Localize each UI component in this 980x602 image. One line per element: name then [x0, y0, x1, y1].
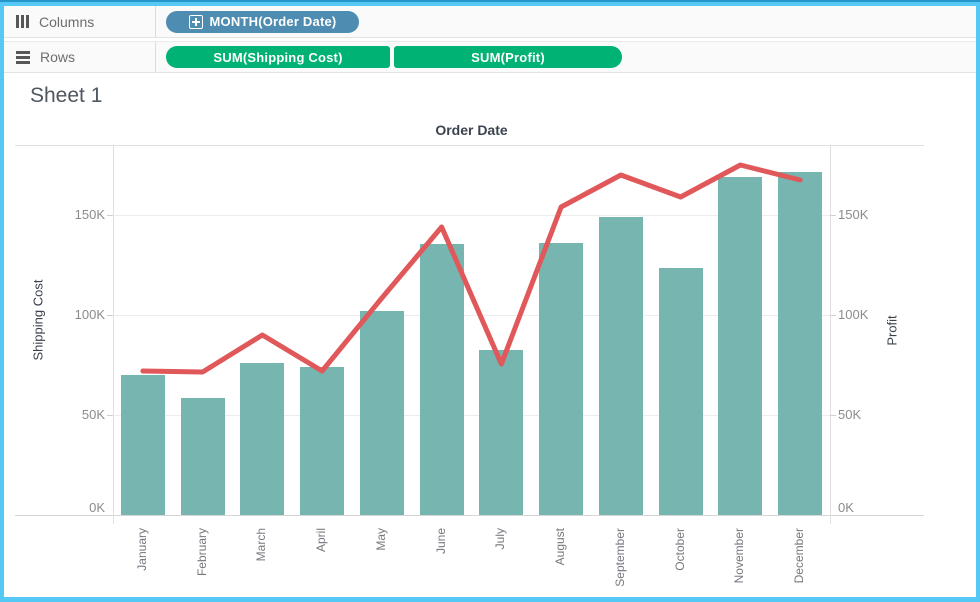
bar-december[interactable] — [778, 172, 823, 515]
columns-shelf-label: Columns — [39, 13, 95, 30]
plus-box-icon[interactable] — [188, 14, 203, 29]
y-tick-right-0k: 0K — [838, 500, 854, 515]
columns-pillzone: MONTH(Order Date) — [156, 10, 359, 33]
bar-july[interactable] — [479, 350, 524, 515]
bar-october[interactable] — [658, 268, 703, 515]
gridline-150k — [113, 215, 830, 216]
x-label-september: September — [612, 528, 627, 587]
bar-june[interactable] — [419, 244, 464, 515]
x-label-july: July — [493, 528, 508, 550]
left-tick-mark — [107, 215, 113, 216]
chart-canvas: 0K 0K 50K 50K 100K 100K 150K 150K January Februar… — [4, 6, 976, 597]
rows-shelf-label: Rows — [40, 49, 76, 65]
rows-shelf[interactable]: Rows SUM(Shipping Cost) SUM(Profit) — [4, 41, 976, 73]
left-tick-mark — [107, 415, 113, 416]
columns-shelf[interactable]: Columns MONTH(Order Date) — [4, 6, 976, 38]
pane-top-border — [15, 145, 924, 146]
pill-label: MONTH(Order Date) — [209, 14, 337, 29]
profit-line-layer — [140, 162, 803, 375]
bar-march[interactable] — [240, 363, 285, 515]
y-tick-right-100k: 100K — [838, 307, 869, 322]
y-tick-left-100k: 100K — [74, 307, 105, 322]
x-label-november: November — [732, 528, 747, 584]
columns-icon — [16, 15, 29, 28]
x-label-march: March — [254, 528, 269, 562]
x-label-august: August — [553, 528, 568, 566]
rows-shelf-header: Rows — [4, 42, 156, 72]
x-label-february: February — [194, 528, 209, 577]
y-tick-left-50k: 50K — [81, 407, 105, 422]
rows-pillzone: SUM(Shipping Cost) SUM(Profit) — [156, 46, 622, 68]
left-axis-line — [113, 145, 114, 524]
pill-sum-profit[interactable]: SUM(Profit) — [394, 46, 622, 68]
y-tick-right-50k: 50K — [838, 407, 862, 422]
x-label-june: June — [433, 528, 448, 555]
bar-april[interactable] — [300, 367, 345, 515]
right-tick-mark — [830, 315, 836, 316]
right-tick-mark — [830, 415, 836, 416]
bar-may[interactable] — [359, 311, 404, 515]
y-tick-right-150k: 150K — [838, 207, 869, 222]
pill-month-order-date[interactable]: MONTH(Order Date) — [166, 10, 359, 33]
right-axis-line — [830, 145, 831, 524]
y-tick-left-150k: 150K — [74, 207, 105, 222]
x-label-april: April — [314, 528, 329, 553]
chart-title: Order Date — [435, 122, 508, 138]
left-tick-mark — [107, 315, 113, 316]
y-tick-left-0k: 0K — [89, 500, 105, 515]
rows-icon — [16, 50, 30, 64]
bar-november[interactable] — [718, 177, 763, 515]
pill-label: SUM(Shipping Cost) — [213, 49, 343, 65]
x-label-may: May — [373, 528, 388, 551]
gridline-50k — [113, 415, 830, 416]
bar-august[interactable] — [539, 243, 584, 515]
right-tick-mark — [830, 215, 836, 216]
bar-february[interactable] — [180, 398, 225, 515]
profit-line[interactable] — [140, 162, 803, 375]
bar-september[interactable] — [598, 217, 643, 515]
sheet-title: Sheet 1 — [30, 84, 103, 107]
bar-january[interactable] — [120, 375, 165, 515]
gridline-100k — [113, 315, 830, 316]
columns-shelf-header: Columns — [4, 6, 156, 37]
pane-bottom-border — [15, 515, 924, 516]
worksheet-area: Columns MONTH(Order Date) Rows SUM(Shipp… — [4, 6, 976, 597]
x-label-december: December — [792, 528, 807, 584]
x-label-january: January — [134, 528, 149, 571]
pill-sum-shipping-cost[interactable]: SUM(Shipping Cost) — [166, 46, 390, 68]
pill-label: SUM(Profit) — [471, 49, 545, 65]
x-label-october: October — [672, 528, 687, 571]
